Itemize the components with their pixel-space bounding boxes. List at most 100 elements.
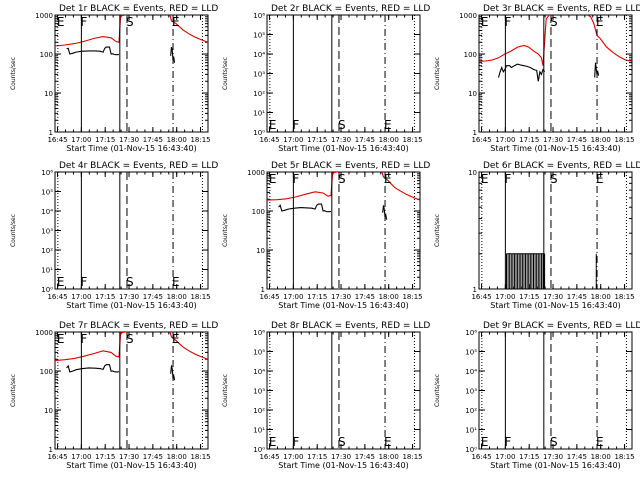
chart5-plot-area — [267, 172, 420, 220]
chart4-xtick-label: 18:00 — [167, 293, 187, 301]
chart1-marker-label: F — [80, 15, 87, 29]
chart7-ytick-label: 10 — [44, 407, 53, 415]
chart6-marker-label: E — [481, 172, 489, 186]
chart6-xlabel: Start Time (01-Nov-15 16:43:40) — [490, 301, 620, 310]
chart7-xtick-label: 18:00 — [167, 453, 187, 461]
chart8-ytick-label: 10⁶ — [253, 329, 265, 337]
chart6-xtick-label: 17:45 — [567, 293, 587, 301]
chart2-xtick-label: 17:30 — [331, 136, 351, 144]
chart5-marker-label: F — [292, 172, 299, 186]
chart3-xtick-label: 16:45 — [471, 136, 491, 144]
chart1-events-line — [66, 46, 120, 56]
chart9-xtick-label: 16:45 — [471, 453, 491, 461]
chart1-xtick-label: 18:00 — [167, 136, 187, 144]
chart4-ytick-label: 10⁴ — [41, 208, 53, 216]
chart1-xtick-label: 17:30 — [119, 136, 139, 144]
chart4-marker-label: E — [172, 275, 180, 289]
chart1-marker-label: S — [126, 15, 134, 29]
chart5-xlabel: Start Time (01-Nov-15 16:43:40) — [278, 301, 408, 310]
chart5-title: Det 5r BLACK = Events, RED = LLD — [271, 161, 430, 171]
chart2-ytick-label: 10² — [253, 90, 265, 98]
chart1-xtick-label: 17:00 — [71, 136, 91, 144]
chart6-marker-label: F — [504, 172, 511, 186]
chart9-ytick-label: 10⁵ — [465, 349, 477, 357]
chart8-marker-label: F — [292, 435, 299, 449]
chart5-xtick-label: 17:00 — [283, 293, 303, 301]
chart8-marker-label: S — [338, 435, 346, 449]
chart3-xlabel: Start Time (01-Nov-15 16:43:40) — [490, 144, 620, 153]
chart6-marker-label: S — [550, 172, 558, 186]
chart2-marker-label: E — [269, 118, 277, 132]
chart6-plot-area — [505, 253, 597, 289]
chart8-xtick-label: 17:45 — [355, 453, 375, 461]
chart2-ytick-label: 10⁵ — [253, 32, 265, 40]
chart5-xtick-label: 17:45 — [355, 293, 375, 301]
chart2-xtick-label: 17:00 — [283, 136, 303, 144]
chart9-ytick-label: 10⁶ — [465, 329, 477, 337]
chart3-lld-line — [479, 15, 551, 66]
chart8-ytick-label: 10⁰ — [253, 446, 265, 454]
chart4-title: Det 4r BLACK = Events, RED = LLD — [59, 161, 218, 171]
chart4-marker-label: E — [57, 275, 65, 289]
chart9-ylabel: Counts/sec — [434, 374, 441, 407]
chart2-ytick-label: 10⁰ — [253, 129, 265, 137]
chart3-xtick-label: 17:30 — [543, 136, 563, 144]
chart5-marker-label: E — [384, 172, 392, 186]
chart2-axes-box — [266, 14, 421, 133]
chart5-marker-label: E — [269, 172, 277, 186]
chart8-marker-label: E — [384, 435, 392, 449]
chart1-ytick-label: 1000 — [35, 12, 53, 20]
chart7-xtick-label: 17:15 — [95, 453, 115, 461]
chart6-axes-box — [478, 171, 633, 290]
chart1-marker-label: E — [172, 15, 180, 29]
chart1-ytick-label: 1 — [49, 129, 53, 137]
chart9-xtick-label: 17:15 — [519, 453, 539, 461]
chart4-xtick-label: 17:45 — [143, 293, 163, 301]
chart3-ylabel: Counts/sec — [434, 57, 441, 90]
chart8-xtick-label: 18:15 — [402, 453, 422, 461]
chart7-lld-line — [55, 332, 127, 362]
chart-panel-3: Det 3r BLACK = Events, RED = LLD 1 10 100 10… — [434, 4, 640, 153]
chart9-title: Det 9r BLACK = Events, RED = LLD — [483, 321, 640, 331]
chart2-marker-label: S — [338, 118, 346, 132]
chart2-xtick-label: 17:45 — [355, 136, 375, 144]
chart7-marker-label: E — [57, 332, 65, 346]
chart2-ylabel: Counts/sec — [222, 57, 229, 90]
chart8-marker-label: E — [269, 435, 277, 449]
chart5-events-line — [278, 203, 332, 213]
chart3-ytick-label: 1000 — [459, 12, 477, 20]
chart4-xlabel: Start Time (01-Nov-15 16:43:40) — [66, 301, 196, 310]
chart9-xtick-label: 18:15 — [614, 453, 634, 461]
chart5-lld-line — [267, 172, 339, 201]
chart7-title: Det 7r BLACK = Events, RED = LLD — [59, 321, 218, 331]
chart7-marker-label: E — [172, 332, 180, 346]
chart6-marker-label: E — [596, 172, 604, 186]
chart2-xtick-label: 18:15 — [402, 136, 422, 144]
chart7-marker-label: S — [126, 332, 134, 346]
chart4-ytick-label: 10¹ — [41, 267, 53, 275]
chart4-xtick-label: 17:15 — [95, 293, 115, 301]
chart5-ytick-label: 100 — [252, 208, 265, 216]
chart6-xtick-label: 17:30 — [543, 293, 563, 301]
chart5-ytick-label: 1 — [261, 286, 265, 294]
chart6-ytick-label: 10 — [468, 169, 477, 177]
chart7-plot-area — [55, 332, 208, 381]
chart9-xtick-label: 17:30 — [543, 453, 563, 461]
chart1-ytick-label: 10 — [44, 90, 53, 98]
chart7-events-line — [170, 365, 176, 381]
chart8-xtick-label: 18:00 — [379, 453, 399, 461]
chart4-marker-label: S — [126, 275, 134, 289]
chart2-title: Det 2r BLACK = Events, RED = LLD — [271, 4, 430, 14]
chart6-xtick-label: 18:15 — [614, 293, 634, 301]
chart1-title: Det 1r BLACK = Events, RED = LLD — [59, 4, 218, 14]
chart7-xtick-label: 17:45 — [143, 453, 163, 461]
chart5-xtick-label: 18:00 — [379, 293, 399, 301]
chart1-ytick-label: 100 — [40, 51, 53, 59]
chart4-ytick-label: 10⁶ — [41, 169, 53, 177]
chart3-marker-label: E — [481, 15, 489, 29]
chart3-ytick-label: 10 — [468, 90, 477, 98]
chart2-xtick-label: 16:45 — [259, 136, 279, 144]
chart2-xlabel: Start Time (01-Nov-15 16:43:40) — [278, 144, 408, 153]
chart3-marker-label: S — [550, 15, 558, 29]
chart2-ytick-label: 10¹ — [253, 110, 265, 118]
